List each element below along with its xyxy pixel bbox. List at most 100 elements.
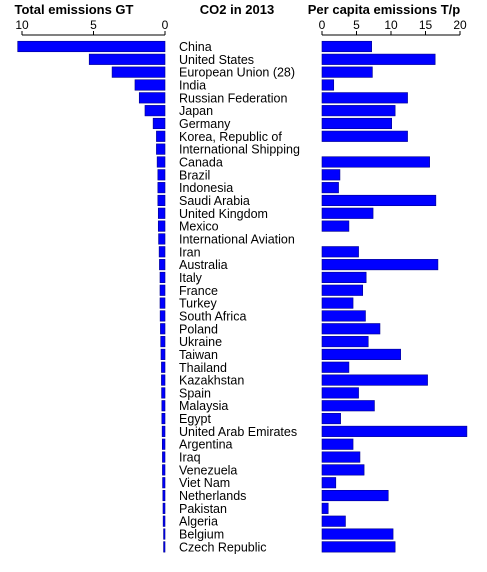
total-emissions-bar — [111, 66, 166, 78]
country-label: Argentina — [179, 438, 233, 452]
country-label: Japan — [179, 104, 213, 118]
country-label: Poland — [179, 322, 218, 336]
country-label: Turkey — [179, 297, 217, 311]
country-label: Mexico — [179, 220, 219, 234]
total-emissions-bar — [162, 502, 166, 514]
per-capita-bar — [321, 387, 359, 399]
total-emissions-bar — [162, 477, 166, 489]
country-label: United States — [179, 53, 254, 67]
per-capita-axis-tick-label: 15 — [419, 18, 433, 32]
country-label: Australia — [179, 258, 228, 272]
per-capita-bar — [321, 271, 367, 283]
total-emissions-bar — [159, 271, 166, 283]
total-emissions-bar — [162, 464, 166, 476]
total-emissions-bar — [159, 284, 166, 296]
country-label: France — [179, 284, 218, 298]
center-title: CO2 in 2013 — [200, 2, 274, 17]
per-capita-axis-tick-label: 10 — [384, 18, 398, 32]
per-capita-bar — [321, 451, 361, 463]
total-emissions-bar — [17, 40, 166, 53]
total-emissions-bar — [152, 117, 166, 130]
per-capita-bar — [321, 130, 408, 142]
country-label: Korea, Republic of — [179, 130, 282, 144]
total-emissions-bar — [157, 169, 166, 181]
country-label: Spain — [179, 386, 211, 400]
country-label: Czech Republic — [179, 540, 267, 554]
total-emissions-bar — [157, 220, 166, 232]
total-emissions-bar — [138, 92, 166, 104]
country-label: International Aviation — [179, 232, 295, 246]
per-capita-bar — [321, 438, 354, 450]
per-capita-bar — [321, 413, 341, 425]
per-capita-axis-tick-label: 20 — [453, 18, 467, 32]
total-axis-tick-label: 10 — [15, 18, 29, 32]
per-capita-bar — [321, 220, 350, 232]
per-capita-bar — [321, 323, 381, 335]
country-label: South Africa — [179, 309, 246, 323]
country-label: Netherlands — [179, 489, 246, 503]
total-emissions-bar — [156, 130, 166, 142]
country-label: Germany — [179, 117, 231, 131]
per-capita-bars — [321, 40, 468, 553]
per-capita-bar — [321, 515, 346, 527]
per-capita-bar — [321, 117, 392, 130]
per-capita-bar — [321, 400, 375, 412]
country-label: United Arab Emirates — [179, 425, 297, 439]
total-emissions-bar — [159, 297, 166, 309]
total-emissions-bar — [159, 310, 166, 322]
total-emissions-bar — [160, 336, 166, 348]
country-label: Brazil — [179, 168, 210, 182]
country-label: China — [179, 40, 212, 54]
per-capita-bar — [321, 79, 335, 91]
per-capita-bar — [321, 66, 373, 78]
per-capita-bar — [321, 207, 374, 219]
per-capita-bar — [321, 310, 366, 322]
total-emissions-bar — [160, 348, 166, 360]
per-capita-bar — [321, 297, 354, 309]
total-emissions-bar — [134, 79, 166, 91]
country-label: Malaysia — [179, 399, 228, 413]
total-emissions-bar — [161, 374, 166, 386]
per-capita-bar — [321, 246, 359, 258]
per-capita-bar — [321, 40, 372, 53]
per-capita-bar — [321, 464, 365, 476]
total-emissions-title: Total emissions GT — [15, 2, 134, 17]
total-emissions-bar — [162, 515, 166, 527]
total-emissions-bar — [161, 438, 166, 450]
country-label: Russian Federation — [179, 91, 287, 105]
total-emissions-axis: 10 5 0 — [15, 18, 169, 36]
per-capita-bar — [321, 156, 430, 168]
per-capita-axis-tick-label: 0 — [319, 18, 326, 32]
per-capita-bar — [321, 92, 408, 104]
total-emissions-bar — [163, 541, 166, 553]
per-capita-bar — [321, 194, 437, 207]
per-capita-bar — [321, 169, 341, 181]
total-emissions-bar — [156, 156, 166, 168]
country-label: International Shipping — [179, 143, 300, 157]
country-label: Egypt — [179, 412, 211, 426]
country-label: Viet Nam — [179, 476, 230, 490]
total-emissions-bar — [161, 425, 166, 437]
per-capita-bar — [321, 361, 350, 373]
total-axis-tick-label: 0 — [162, 18, 169, 32]
per-capita-title: Per capita emissions T/p — [308, 2, 461, 17]
total-emissions-bar — [144, 105, 166, 117]
country-label: Venezuela — [179, 463, 237, 477]
per-capita-bar — [321, 528, 394, 540]
country-label: Algeria — [179, 515, 218, 529]
total-emissions-bar — [161, 400, 166, 412]
country-label: Canada — [179, 155, 223, 169]
total-emissions-bar — [161, 387, 166, 399]
country-label: Iran — [179, 245, 201, 259]
per-capita-bar — [321, 374, 428, 386]
per-capita-bar — [321, 105, 396, 117]
country-label: Kazakhstan — [179, 374, 244, 388]
total-emissions-bar — [157, 194, 166, 207]
total-axis-tick-label: 5 — [90, 18, 97, 32]
per-capita-axis: 0 5 10 15 20 — [319, 18, 467, 36]
total-emissions-bars — [17, 40, 166, 553]
country-label: Pakistan — [179, 502, 227, 516]
country-label: Taiwan — [179, 348, 218, 362]
